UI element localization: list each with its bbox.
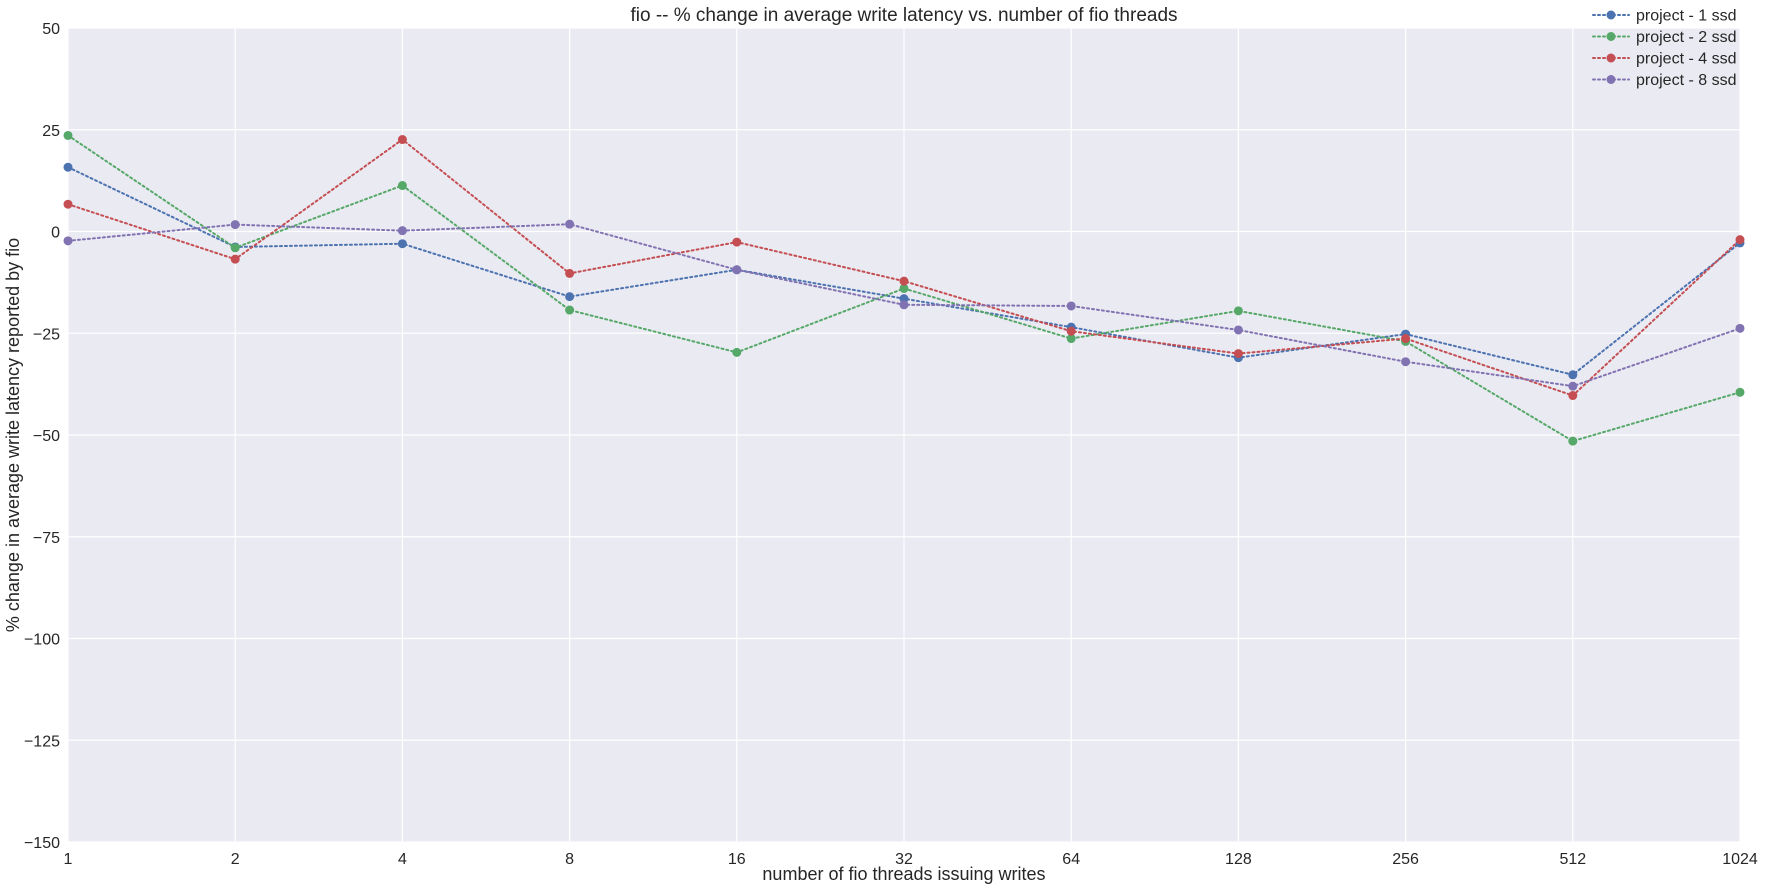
legend-label: project - 4 ssd xyxy=(1636,51,1736,68)
data-point xyxy=(565,219,575,229)
legend-marker xyxy=(1606,10,1616,20)
data-point xyxy=(1735,235,1745,245)
legend-marker xyxy=(1606,32,1616,41)
y-tick-label: −100 xyxy=(24,632,60,649)
x-tick-label: 16 xyxy=(728,851,746,868)
legend-marker xyxy=(1606,75,1616,84)
y-axis-label: % change in average write latency report… xyxy=(3,238,23,632)
data-point xyxy=(565,292,575,302)
data-point xyxy=(397,239,407,249)
data-point xyxy=(1233,349,1243,359)
grid-lines xyxy=(67,27,1741,843)
data-point xyxy=(63,162,73,172)
x-tick-label: 256 xyxy=(1392,851,1419,868)
data-point xyxy=(63,236,73,246)
legend-label: project - 8 ssd xyxy=(1636,72,1736,89)
series-layer xyxy=(63,130,1745,446)
data-point xyxy=(1066,301,1076,311)
data-point xyxy=(1735,387,1745,397)
data-point xyxy=(1066,334,1076,344)
x-tick-label: 32 xyxy=(895,851,913,868)
legend-label: project - 1 ssd xyxy=(1636,8,1736,25)
data-point xyxy=(899,283,909,293)
data-point xyxy=(1066,326,1076,336)
data-point xyxy=(1401,357,1411,367)
y-tick-label: −150 xyxy=(24,835,60,852)
legend-item: project - 8 ssd xyxy=(1592,72,1736,89)
data-point xyxy=(63,130,73,140)
series-2 xyxy=(63,130,1745,446)
data-point xyxy=(63,199,73,209)
y-tick-label: 50 xyxy=(42,21,60,38)
chart-title: fio -- % change in average write latency… xyxy=(630,5,1177,26)
data-point xyxy=(230,254,240,264)
y-tick-label: −25 xyxy=(33,326,60,343)
data-point xyxy=(230,220,240,230)
legend-item: project - 1 ssd xyxy=(1592,8,1736,25)
data-point xyxy=(565,305,575,315)
series-3 xyxy=(63,135,1745,401)
legend-label: project - 2 ssd xyxy=(1636,29,1736,46)
x-tick-label: 8 xyxy=(565,851,574,868)
x-tick-label: 4 xyxy=(398,851,407,868)
legend-item: project - 4 ssd xyxy=(1592,51,1736,68)
legend-marker xyxy=(1606,53,1616,63)
data-point xyxy=(1401,334,1411,344)
legend-item: project - 2 ssd xyxy=(1592,29,1736,46)
y-tick-label: 0 xyxy=(51,225,60,242)
legend: project - 1 ssd project - 2 ssd project - … xyxy=(1592,8,1736,89)
y-tick-label: −125 xyxy=(24,733,60,750)
y-tick-label: −75 xyxy=(33,530,60,547)
data-point xyxy=(1568,370,1578,380)
data-point xyxy=(397,226,407,236)
y-tick-label: −50 xyxy=(33,428,60,445)
data-point xyxy=(397,181,407,191)
data-point xyxy=(899,300,909,310)
data-point xyxy=(732,265,742,275)
data-point xyxy=(1568,436,1578,446)
x-tick-label: 1024 xyxy=(1722,851,1758,868)
data-point xyxy=(1568,381,1578,391)
x-tick-label: 128 xyxy=(1225,851,1252,868)
data-point xyxy=(1568,391,1578,401)
data-point xyxy=(1233,325,1243,335)
x-tick-label: 1 xyxy=(64,851,73,868)
x-tick-label: 2 xyxy=(231,851,240,868)
data-point xyxy=(230,243,240,253)
data-point xyxy=(397,135,407,145)
data-point xyxy=(1233,306,1243,316)
data-point xyxy=(1735,323,1745,333)
data-point xyxy=(899,276,909,286)
data-point xyxy=(732,347,742,357)
tick-labels: 1 2 4 8 16 32 64 128 256 512 1024 −150 −125 −100 −75 −5… xyxy=(24,21,1758,868)
x-tick-label: 512 xyxy=(1559,851,1586,868)
series-4 xyxy=(63,219,1745,391)
data-point xyxy=(565,268,575,278)
data-point xyxy=(732,237,742,247)
x-tick-label: 64 xyxy=(1062,851,1080,868)
x-axis-label: number of fio threads issuing writes xyxy=(762,864,1045,884)
y-tick-label: 25 xyxy=(42,123,60,140)
